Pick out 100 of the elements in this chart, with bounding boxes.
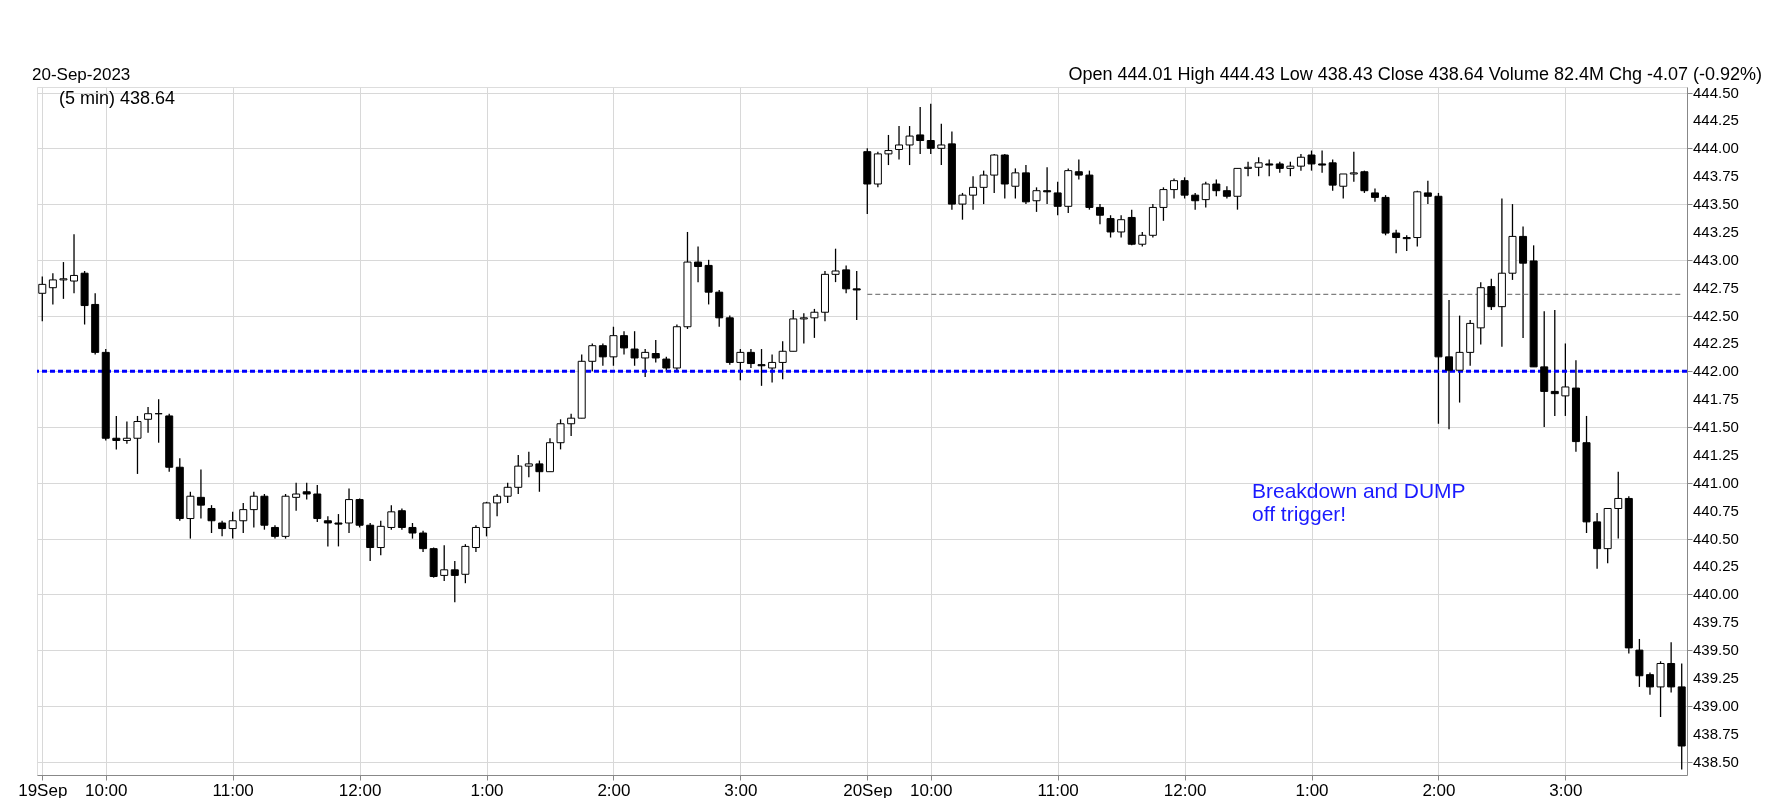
y-tick-label: 440.25: [1693, 557, 1739, 575]
candlestick: [503, 482, 512, 504]
candlestick: [376, 520, 385, 556]
candlestick: [651, 339, 660, 364]
candlestick: [1032, 186, 1041, 213]
candlestick: [1455, 314, 1464, 404]
candlestick: [905, 125, 914, 166]
candlestick: [1328, 158, 1337, 192]
annotation: (5 min) 438.64: [59, 88, 176, 108]
candlestick: [1370, 187, 1379, 203]
y-tick-label: 444.00: [1693, 139, 1739, 157]
candlestick: [768, 353, 777, 384]
candlestick: [598, 342, 607, 367]
y-tick-label: 441.00: [1693, 473, 1739, 491]
candlestick: [1201, 181, 1210, 209]
candlestick: [249, 491, 258, 529]
x-tick-label: 11:00: [212, 780, 254, 798]
candlestick: [1043, 166, 1052, 205]
candlestick: [366, 522, 375, 562]
candlestick: [59, 261, 68, 300]
annotation: Breakdown and DUMP off trigger!: [1252, 479, 1466, 525]
x-tick-label: 10:00: [909, 780, 953, 798]
candlestick: [535, 459, 544, 493]
y-tick-label: 439.75: [1693, 613, 1739, 631]
candlestick: [38, 275, 47, 322]
candlestick: [1423, 180, 1432, 205]
text: Open 444.01 High 444.43 Low 438.43 Close 438.64 Volume 82.4M Chg -4.07 (-0.92%): [1068, 64, 1762, 84]
candlestick: [1307, 149, 1316, 172]
candlestick: [1180, 176, 1189, 200]
candlestick: [1095, 203, 1104, 225]
candlestick: [1106, 214, 1115, 239]
y-tick-label: 438.75: [1693, 724, 1739, 742]
x-tick-label: 10:00: [84, 780, 128, 798]
candlestick: [567, 413, 576, 437]
candlestick: [1487, 278, 1496, 311]
x-tick-label: 3:00: [724, 780, 758, 798]
candlestick: [1392, 229, 1401, 254]
candlestick: [1074, 158, 1083, 181]
y-tick-label: 442.25: [1693, 334, 1739, 352]
chart-subtitle: 20-Sep-2023: [32, 65, 131, 84]
candlestick: [810, 308, 819, 339]
candlestick: [70, 233, 79, 294]
candlestick: [334, 513, 343, 548]
candlestick: [186, 491, 195, 540]
candlestick: [1614, 471, 1623, 540]
candlestick: [895, 125, 904, 161]
candlestick: [1550, 309, 1559, 417]
candlestick: [694, 245, 703, 283]
candlestick: [588, 342, 597, 372]
y-tick-label: 440.50: [1693, 529, 1739, 547]
candlestick: [778, 340, 787, 380]
candlestick: [450, 560, 459, 603]
candlestick: [556, 418, 565, 451]
y-tick-label: 441.25: [1693, 445, 1739, 463]
candlestick: [842, 264, 851, 294]
candlestick: [122, 420, 131, 445]
x-tick-label: 1:00: [1295, 780, 1329, 798]
candlestick: [397, 507, 406, 531]
y-tick-label: 443.00: [1693, 250, 1739, 268]
candlestick: [133, 415, 142, 475]
candlestick: [207, 504, 216, 534]
candlestick: [524, 450, 533, 478]
candlestick: [969, 175, 978, 211]
candlestick: [884, 134, 893, 166]
candlestick: [926, 103, 935, 155]
candlestick: [196, 468, 205, 520]
candlestick: [112, 415, 121, 451]
y-tick-label: 441.50: [1693, 418, 1739, 436]
y-tick-label: 439.00: [1693, 696, 1739, 714]
y-tick-label: 438.50: [1693, 752, 1739, 770]
y-tick-label: 440.00: [1693, 585, 1739, 603]
candlestick: [757, 348, 766, 387]
candlestick: [1349, 151, 1358, 183]
candlestick: [514, 454, 523, 495]
candlestick: [1011, 167, 1020, 200]
candlestick: [990, 153, 999, 194]
x-tick-label: 11:00: [1037, 780, 1079, 798]
x-tick-label: 3:00: [1549, 780, 1583, 798]
candlestick: [641, 348, 650, 378]
candlestick: [440, 544, 449, 582]
y-tick-label: 441.75: [1693, 390, 1739, 408]
y-tick-label: 443.75: [1693, 167, 1739, 185]
candlestick: [419, 530, 428, 553]
candlestick: [916, 106, 925, 155]
candlestick: [958, 192, 967, 221]
candlestick: [1117, 214, 1126, 239]
candlestick: [1318, 149, 1327, 174]
y-tick-label: 442.00: [1693, 362, 1739, 380]
x-tick-label: 12:00: [1163, 780, 1207, 798]
candlestick: [630, 330, 639, 367]
candlestick: [1170, 177, 1179, 200]
candlestick: [852, 270, 861, 321]
candlestick: [1656, 660, 1665, 718]
x-tick-label: 1:00: [470, 780, 504, 798]
x-tick-label: 2:00: [1422, 780, 1456, 798]
x-tick-label: 12:00: [338, 780, 382, 798]
y-tick-label: 442.50: [1693, 306, 1739, 324]
candlestick: [48, 272, 57, 306]
candlestick: [1254, 156, 1263, 177]
candlestick: [1159, 186, 1168, 222]
